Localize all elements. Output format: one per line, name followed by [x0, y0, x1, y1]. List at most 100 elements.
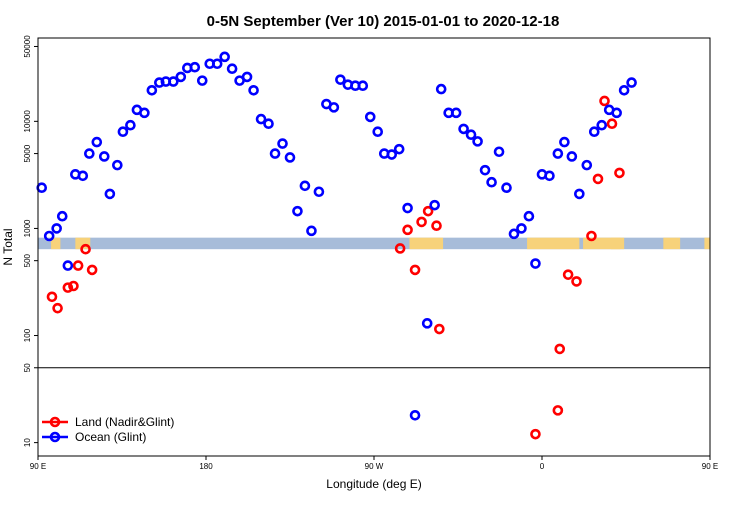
data-point [530, 258, 541, 269]
data-point [611, 107, 622, 119]
data-point [56, 210, 68, 222]
legend-label-ocean: Ocean (Glint) [75, 430, 146, 444]
data-point [263, 118, 274, 130]
data-point [552, 148, 564, 159]
data-point [77, 170, 89, 182]
data-point [51, 223, 62, 234]
land-band-segment [51, 237, 61, 250]
data-point [84, 148, 95, 159]
data-point [465, 129, 477, 141]
x-axis-label: Longitude (deg E) [326, 477, 421, 491]
y-tick-label: 5000 [23, 144, 32, 162]
data-point [493, 146, 505, 158]
y-axis: 10 50 100 500 1000 5000 10000 50000 [23, 35, 38, 447]
data-point [36, 182, 48, 194]
data-point [328, 102, 340, 113]
data-point [606, 118, 618, 130]
y-tick-label: 50 [23, 363, 32, 372]
data-point [409, 264, 421, 276]
data-point [472, 136, 483, 147]
data-point [486, 176, 497, 188]
data-point [269, 148, 281, 159]
data-point [62, 260, 74, 271]
data-point [292, 205, 303, 217]
data-point [154, 77, 165, 88]
data-point [80, 243, 91, 255]
data-point [434, 323, 445, 335]
data-point [112, 159, 123, 171]
data-point [139, 107, 150, 119]
data-point [168, 76, 179, 87]
data-point [402, 202, 413, 214]
plot-area [36, 51, 710, 440]
data-point [588, 126, 600, 138]
data-point [52, 302, 63, 314]
data-point [175, 71, 187, 83]
land-band-segment [583, 237, 625, 250]
data-point [98, 151, 110, 162]
legend: Land (Nadir&Glint) Ocean (Glint) [42, 415, 174, 444]
x-tick-label: 0 [540, 462, 545, 471]
data-point [523, 210, 535, 222]
data-point [421, 318, 433, 329]
land-band-segment [611, 237, 621, 250]
data-point [372, 126, 384, 138]
x-tick-label: 90 W [365, 462, 384, 471]
land-band-segment [409, 237, 444, 250]
data-point [241, 71, 253, 83]
data-point [306, 225, 317, 237]
data-point [219, 51, 230, 63]
data-point [277, 138, 288, 149]
data-point [394, 243, 406, 254]
y-tick-label: 500 [23, 253, 32, 267]
data-point [614, 167, 625, 179]
y-tick-label: 50000 [23, 35, 32, 58]
data-point [562, 269, 574, 280]
y-tick-label: 10000 [23, 110, 32, 133]
data-point [104, 188, 116, 200]
ocean-band [38, 237, 710, 250]
land-band-segment [527, 237, 580, 250]
data-point [458, 123, 469, 135]
data-point [284, 152, 296, 163]
data-point [530, 428, 541, 440]
legend-label-land: Land (Nadir&Glint) [75, 415, 174, 429]
data-point [43, 230, 55, 242]
data-point [91, 136, 103, 148]
data-point [544, 170, 555, 182]
y-tick-label: 100 [23, 328, 32, 342]
legend-entry-land: Land (Nadir&Glint) [42, 415, 174, 429]
data-point [68, 280, 79, 292]
data-point [554, 343, 566, 355]
data-point [117, 126, 129, 138]
data-point [586, 230, 597, 242]
data-point [62, 282, 74, 293]
data-point [255, 113, 267, 125]
x-tick-label: 90 E [30, 462, 46, 471]
land-band-segment [663, 237, 681, 250]
data-point [72, 260, 84, 271]
data-point [125, 119, 136, 131]
data-point [479, 164, 491, 176]
data-point [386, 149, 398, 160]
data-point [189, 61, 201, 73]
data-point [402, 224, 413, 236]
x-tick-label: 90 E [702, 462, 718, 471]
data-point [592, 173, 604, 185]
data-point [566, 151, 578, 162]
data-point [196, 75, 208, 86]
data-point [416, 216, 427, 228]
data-point [626, 77, 637, 88]
x-axis: 90 E 180 90 W 0 90 E [30, 456, 718, 471]
data-point [357, 80, 369, 92]
data-point [581, 159, 593, 171]
data-point [86, 264, 98, 276]
data-point [574, 188, 585, 200]
data-point [299, 180, 311, 192]
data-point [435, 83, 447, 95]
data-point [248, 84, 259, 96]
data-point [559, 136, 570, 148]
data-point [422, 205, 434, 217]
